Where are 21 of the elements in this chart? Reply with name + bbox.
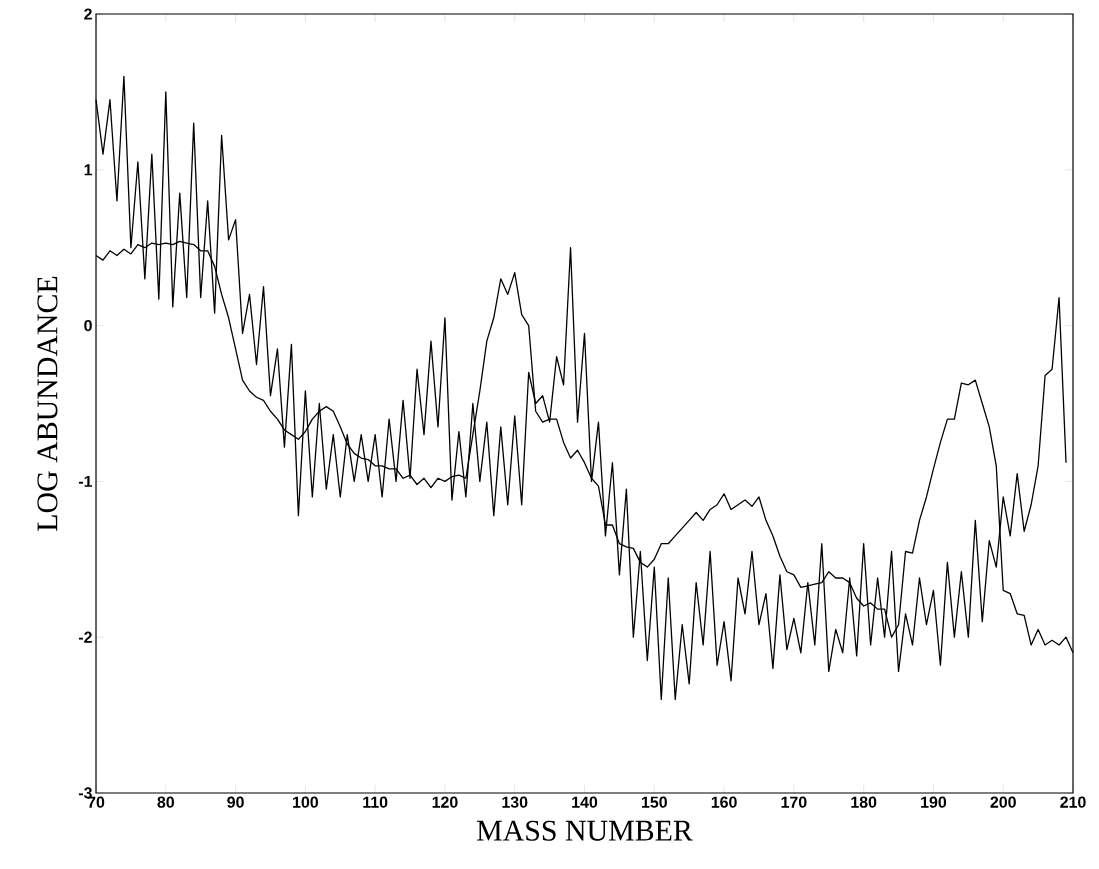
y-axis-title: LOG ABUNDANCE xyxy=(37,276,58,531)
x-tick-label: 110 xyxy=(363,796,388,808)
x-tick-label: 80 xyxy=(157,796,174,808)
y-tick-label: 2 xyxy=(84,8,92,20)
x-tick-label: 120 xyxy=(432,796,458,808)
x-tick-label: 160 xyxy=(711,796,737,808)
x-tick-label: 200 xyxy=(990,796,1016,808)
x-axis-title: MASS NUMBER xyxy=(477,820,693,841)
y-tick-label: 0 xyxy=(84,319,92,332)
y-tick-label: -2 xyxy=(78,631,92,643)
x-tick-label: 130 xyxy=(502,796,528,808)
x-tick-label: 150 xyxy=(642,796,667,808)
x-tick-label: 180 xyxy=(851,796,877,808)
x-tick-label: 90 xyxy=(227,796,244,808)
x-tick-label: 170 xyxy=(781,796,807,808)
x-tick-label: 190 xyxy=(921,796,947,808)
x-tick-label: 140 xyxy=(572,796,598,808)
y-tick-label: 1 xyxy=(84,164,93,176)
x-tick-label: 100 xyxy=(293,796,318,808)
y-tick-label: -1 xyxy=(78,475,93,487)
x-tick-label: 210 xyxy=(1060,796,1086,808)
